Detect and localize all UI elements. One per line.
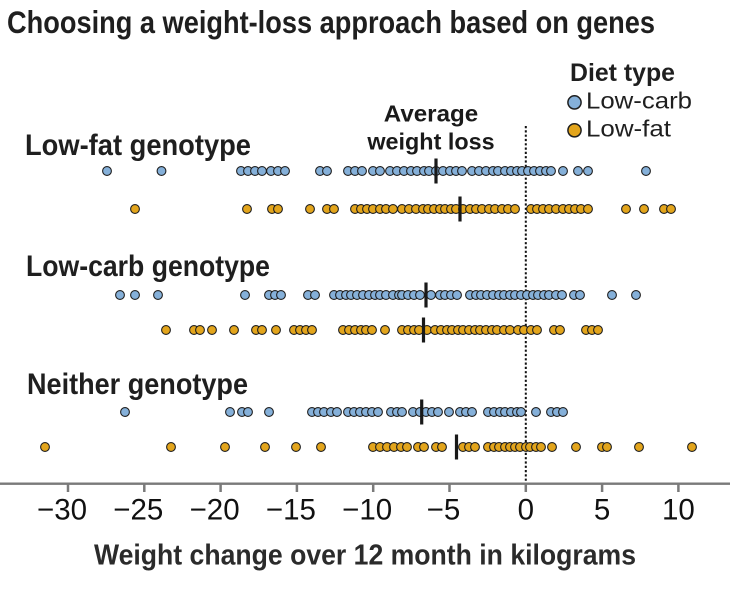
svg-text:−5: −5 xyxy=(427,494,461,527)
svg-text:Average: Average xyxy=(384,101,478,127)
svg-text:−20: −20 xyxy=(190,494,240,527)
svg-text:−10: −10 xyxy=(342,494,392,527)
svg-text:Low-carb genotype: Low-carb genotype xyxy=(26,250,270,283)
svg-text:−30: −30 xyxy=(37,494,87,527)
svg-text:5: 5 xyxy=(594,494,610,527)
svg-text:Choosing a weight-loss approac: Choosing a weight-loss approach based on… xyxy=(7,4,655,40)
svg-text:−15: −15 xyxy=(266,494,316,527)
svg-text:weight loss: weight loss xyxy=(366,129,494,155)
svg-text:Low-carb: Low-carb xyxy=(586,88,692,114)
svg-text:Diet type: Diet type xyxy=(570,59,675,87)
svg-text:0: 0 xyxy=(518,494,534,527)
svg-text:10: 10 xyxy=(662,494,695,527)
svg-text:−25: −25 xyxy=(113,494,163,527)
svg-text:Neither genotype: Neither genotype xyxy=(27,368,248,401)
svg-text:Weight change over 12 month in: Weight change over 12 month in kilograms xyxy=(94,540,636,572)
svg-text:Low-fat genotype: Low-fat genotype xyxy=(25,129,251,162)
svg-text:Low-fat: Low-fat xyxy=(586,115,672,141)
